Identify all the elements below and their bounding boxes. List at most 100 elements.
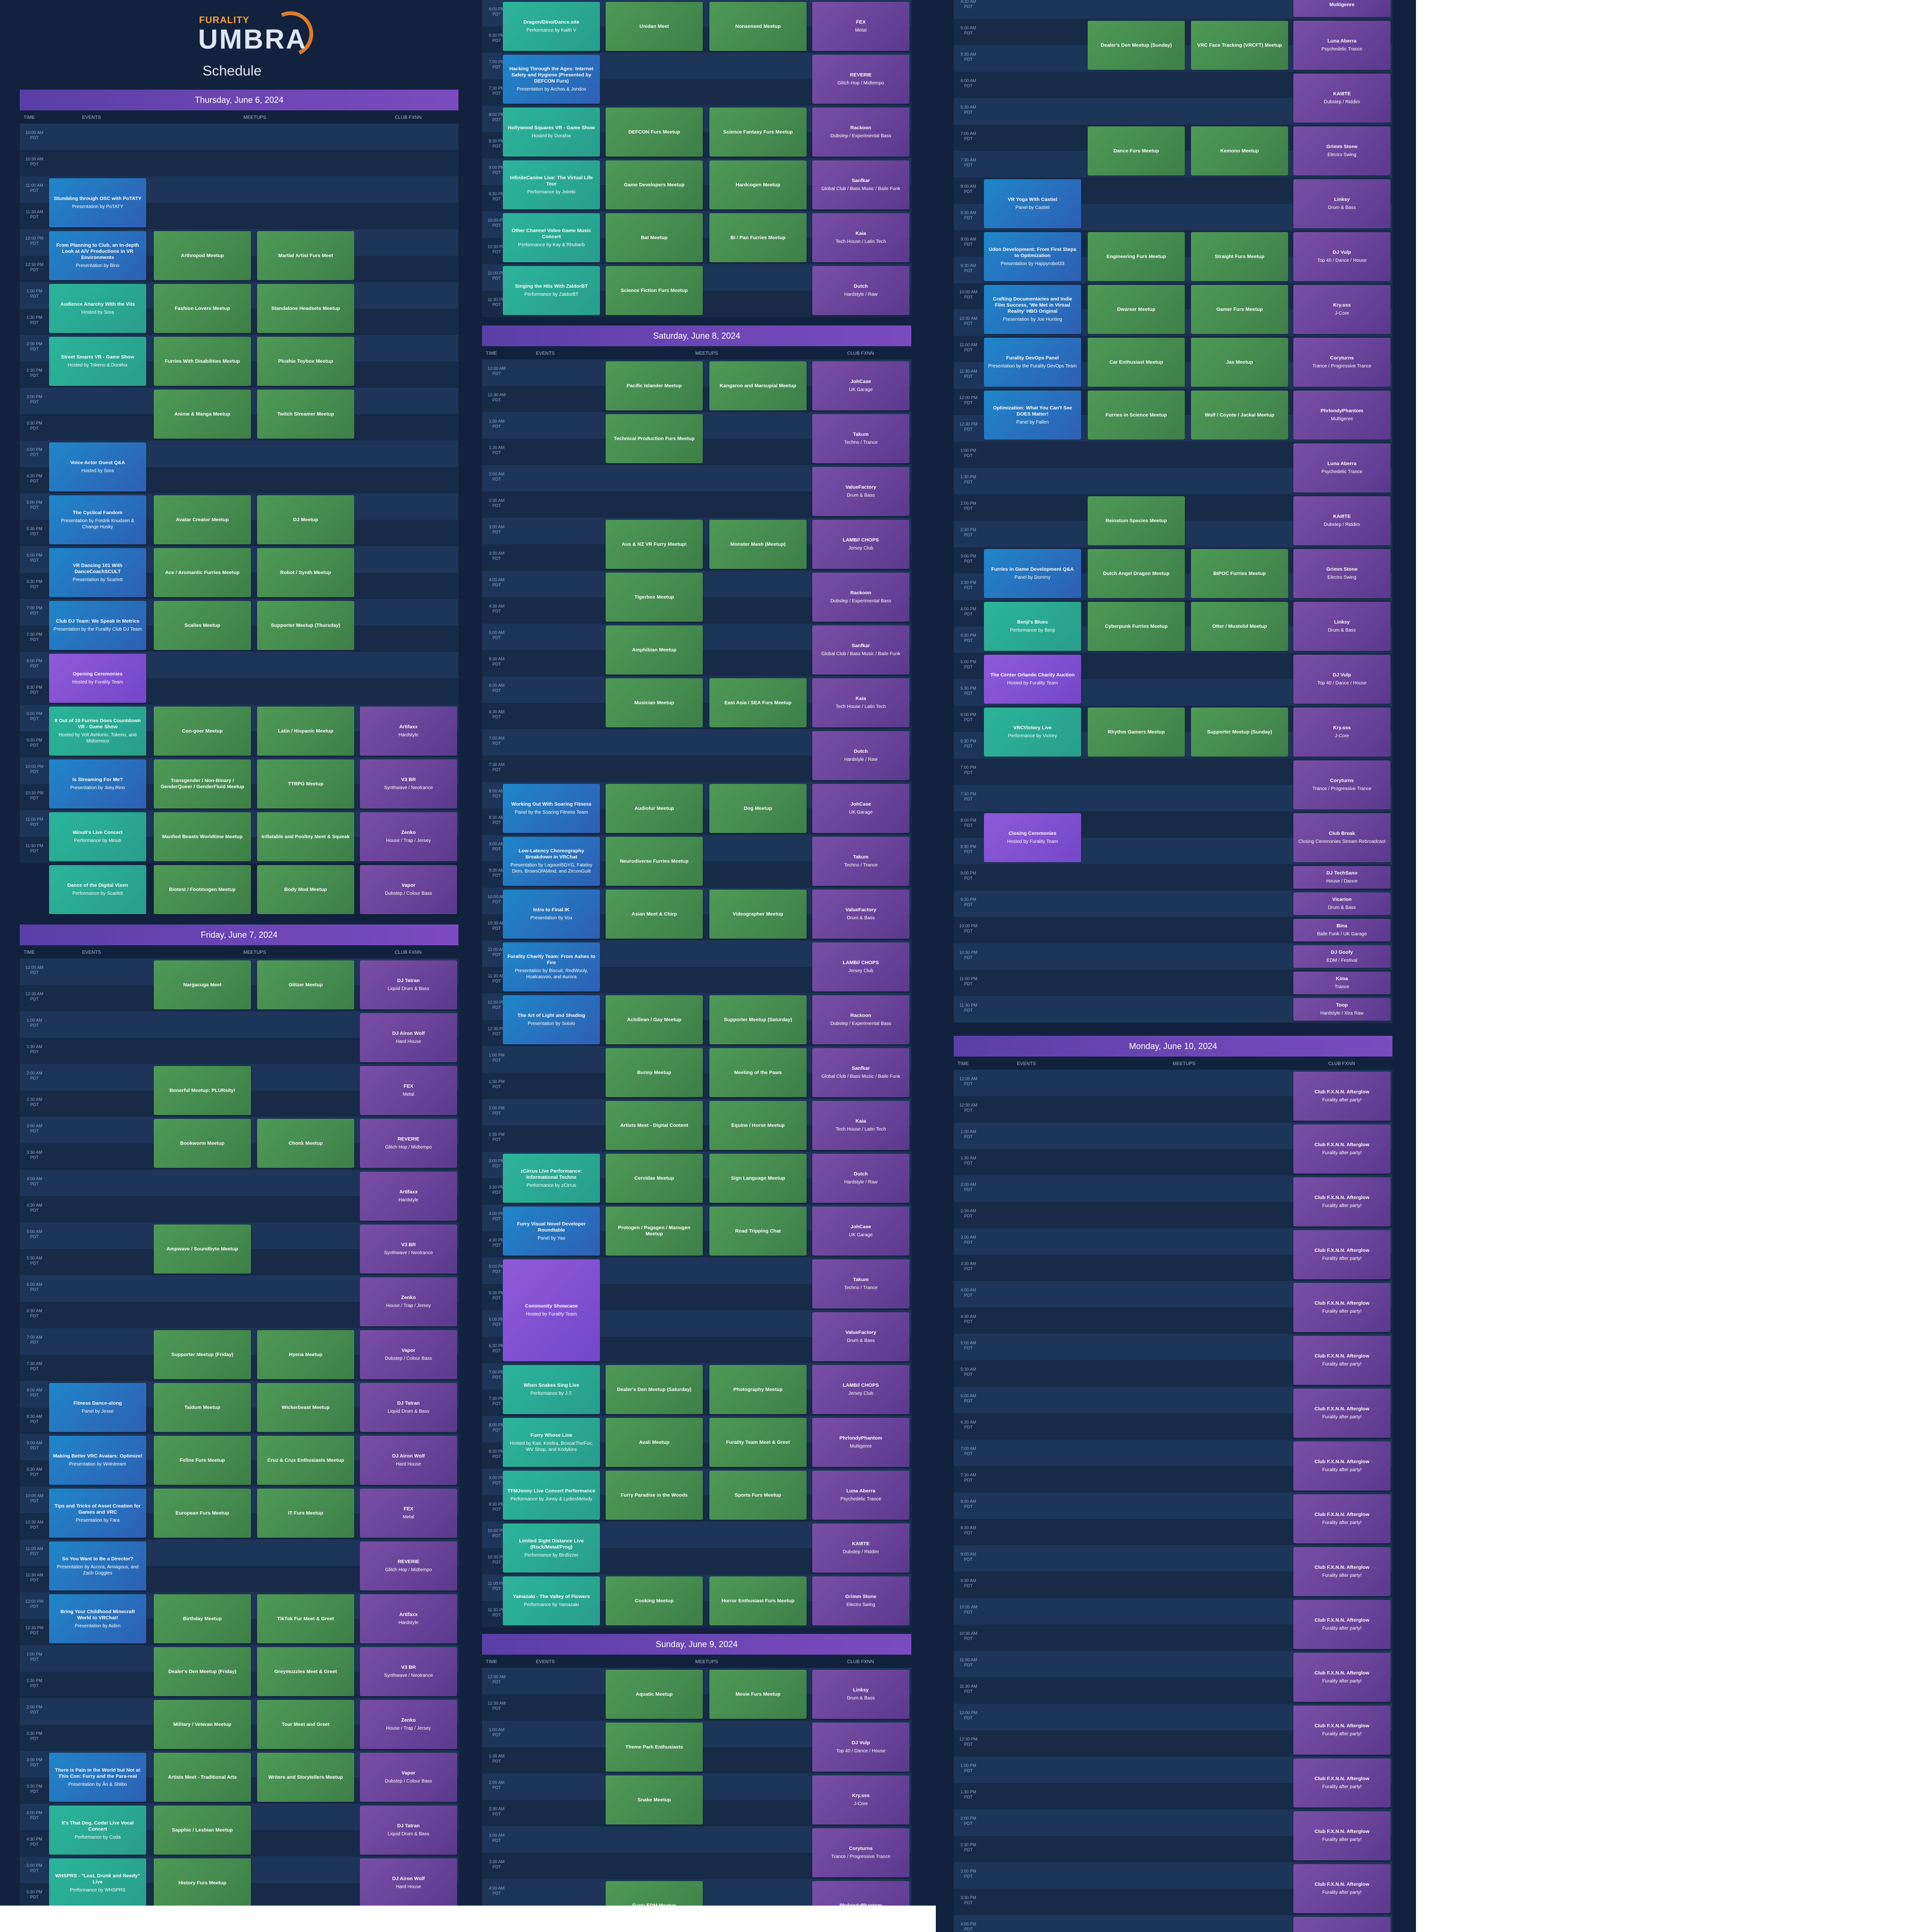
meetup-card[interactable]: TTRPG Meetup: [257, 759, 354, 808]
club-set-card[interactable]: DJ Airon Wolf Hard House: [360, 1858, 457, 1906]
club-set-card[interactable]: DJ Vulp Top 40 / Dance / House: [1293, 232, 1391, 281]
club-set-card[interactable]: ValueFactory Drum & Bass: [812, 890, 909, 939]
club-set-card[interactable]: Luna Aberra Psychedelic Trance: [812, 1471, 909, 1520]
club-set-card[interactable]: REVERIE Glitch Hop / Midtempo: [812, 55, 909, 104]
event-card[interactable]: Hollywood Squares VR - Game Show Hosted b…: [503, 108, 600, 157]
event-card[interactable]: zCirrus Live Performance: Informational …: [503, 1154, 600, 1203]
meetup-card[interactable]: Otter / Mustelid Meetup: [1191, 602, 1288, 651]
meetup-card[interactable]: Theme Park Enthusiasts: [606, 1723, 703, 1772]
event-card[interactable]: WHSPRS - "Lost, Drunk and Needy" Live Per…: [49, 1858, 146, 1906]
club-set-card[interactable]: KAI8TE Dubstep / Riddim: [1293, 496, 1391, 545]
club-set-card[interactable]: Grimm Stone Electro Swing: [812, 1576, 909, 1625]
meetup-card[interactable]: Dwarser Meetup: [1088, 285, 1185, 334]
event-card[interactable]: Audience Anarchy With the Vits Hosted by …: [49, 284, 146, 333]
club-set-card[interactable]: Toop Hardstyle / Xtra Raw: [1293, 998, 1391, 1021]
club-set-card[interactable]: Artifaxx Hardstyle: [360, 707, 457, 756]
meetup-card[interactable]: Achillean / Gay Meetup: [606, 995, 703, 1044]
meetup-card[interactable]: Glitzer Meetup: [257, 960, 354, 1009]
meetup-card[interactable]: Aus & NZ VR Furry Meetup!: [606, 520, 703, 569]
club-set-card[interactable]: Kaia Tech House / Latin Tech: [812, 678, 909, 727]
meetup-card[interactable]: Biotest / Footmogen Meetup: [154, 865, 251, 914]
club-set-card[interactable]: Rackoon Dubstep / Experimental Bass: [812, 995, 909, 1044]
club-set-card[interactable]: DJ Tatran Liquid Drum & Bass: [360, 1383, 457, 1432]
club-set-card[interactable]: Luna Aberra Psychedelic Trance: [1293, 21, 1391, 70]
event-card[interactable]: Club DJ Team: We Speak In Metrics Present…: [49, 601, 146, 650]
meetup-card[interactable]: Ace / Aromantic Furries Meetup: [154, 548, 251, 597]
club-set-card[interactable]: FEX Metal: [360, 1489, 457, 1538]
meetup-card[interactable]: Bonerful Meetup: PLURsity!: [154, 1066, 251, 1115]
meetup-card[interactable]: Con-goer Meetup: [154, 707, 251, 756]
meetup-card[interactable]: Amphibian Meetup: [606, 625, 703, 675]
club-set-card[interactable]: Linksy Drum & Bass: [1293, 179, 1391, 228]
meetup-card[interactable]: Dealer's Den Meetup (Sunday): [1088, 21, 1185, 70]
club-set-card[interactable]: JohCase UK Garage: [812, 1207, 909, 1256]
meetup-card[interactable]: Neurodiverse Furries Meetup: [606, 837, 703, 886]
club-set-card[interactable]: FEX Metal: [360, 1066, 457, 1115]
meetup-card[interactable]: Dutch Angel Dragon Meetup: [1088, 549, 1185, 598]
meetup-card[interactable]: Sapphic / Lesbian Meetup: [154, 1806, 251, 1855]
event-card[interactable]: Making Better VRC Avatars: Optimize! Pres…: [49, 1436, 146, 1485]
meetup-card[interactable]: Furries in Science Meetup: [1088, 391, 1185, 440]
club-set-card[interactable]: DJ Goofy EDM / Festival: [1293, 945, 1391, 968]
meetup-card[interactable]: Body Mod Meetup: [257, 865, 354, 914]
meetup-card[interactable]: Anime & Manga Meetup: [154, 390, 251, 439]
event-card[interactable]: It's That Dog, Coda! Live Vocal Concert P…: [49, 1806, 146, 1855]
club-set-card[interactable]: Sanfkar Global Club / Bass Music / Baile …: [812, 1048, 909, 1097]
meetup-card[interactable]: Nonsensed Meetup: [709, 2, 807, 51]
event-card[interactable]: Hacking Through the Ages: Internet Safet…: [503, 55, 600, 104]
meetup-card[interactable]: Standalone Headsets Meetup: [257, 284, 354, 333]
meetup-card[interactable]: Bi / Pan Furries Meetup: [709, 213, 807, 262]
club-set-card[interactable]: Linksy Drum & Bass: [1293, 602, 1391, 651]
club-set-card[interactable]: Zenko House / Trap / Jersey: [360, 812, 457, 861]
club-set-card[interactable]: Takum Techno / Trance: [812, 837, 909, 886]
meetup-card[interactable]: Chonk Meetup: [257, 1119, 354, 1168]
event-card[interactable]: Street Smarts VR - Game Show Hosted by To…: [49, 337, 146, 386]
meetup-card[interactable]: Hyena Meetup: [257, 1330, 354, 1379]
meetup-card[interactable]: Military / Veteran Meetup: [154, 1700, 251, 1749]
club-set-card[interactable]: Vapor Dubstep / Colour Bass: [360, 1330, 457, 1379]
event-card[interactable]: Singing the Hits With ZaldorBT Performanc…: [503, 266, 600, 315]
meetup-card[interactable]: Movie Furs Meetup: [709, 1670, 807, 1719]
meetup-card[interactable]: Hardcogen Meetup: [709, 160, 807, 209]
meetup-card[interactable]: History Furs Meetup: [154, 1858, 251, 1906]
meetup-card[interactable]: IT Furs Meetup: [257, 1489, 354, 1538]
event-card[interactable]: Low-Latency Choreography Breakdown in VR…: [503, 837, 600, 886]
meetup-card[interactable]: Kangaroo and Marsupial Meetup: [709, 361, 807, 410]
event-card[interactable]: VR Dancing 101 With DanceCoachSCULT Prese…: [49, 548, 146, 597]
event-card[interactable]: Opening Ceremonies Hosted by Furality Tea…: [49, 654, 146, 703]
club-set-card[interactable]: Kry.sss J-Core: [812, 1775, 909, 1824]
meetup-card[interactable]: Gamer Furs Meetup: [1191, 285, 1288, 334]
event-card[interactable]: Tips and Tricks of Asset Creation for Ga…: [49, 1489, 146, 1538]
meetup-card[interactable]: Technical Production Furs Meetup: [606, 414, 703, 463]
club-set-card[interactable]: DJ Tatran Liquid Drum & Bass: [360, 960, 457, 1009]
meetup-card[interactable]: Game Developers Meetup: [606, 160, 703, 209]
meetup-card[interactable]: Musician Meetup: [606, 678, 703, 727]
club-set-card[interactable]: PhrlondyPhantom Multigenre: [812, 1418, 909, 1467]
club-set-card[interactable]: Dutch Hardstyle / Raw: [812, 1154, 909, 1203]
club-set-card[interactable]: Kaia Tech House / Latin Tech: [812, 213, 909, 262]
meetup-card[interactable]: Birthday Meetup: [154, 1594, 251, 1643]
club-set-card[interactable]: Dutch Hardstyle / Raw: [812, 266, 909, 315]
meetup-card[interactable]: Arthropod Meetup: [154, 231, 251, 280]
event-card[interactable]: Voice Actor Guest Q&A Hosted by Sora: [49, 442, 146, 491]
event-card[interactable]: VR Yoga With Castiel Panel by Castiel: [984, 179, 1081, 228]
meetup-card[interactable]: Equine / Horse Meetup: [709, 1101, 807, 1150]
event-card[interactable]: VRCVictory Live Performance by Victory: [984, 708, 1081, 757]
meetup-card[interactable]: Monster Mash (Meetup): [709, 520, 807, 569]
club-set-card[interactable]: LAMB// CHOPS Jersey Club: [812, 942, 909, 991]
meetup-card[interactable]: Furry EDM Meetup: [606, 1881, 703, 1906]
meetup-card[interactable]: Tour Meet and Greet: [257, 1700, 354, 1749]
club-set-card[interactable]: Rackoon Dubstep / Experimental Bass: [812, 108, 909, 157]
event-card[interactable]: Optimization: What You Can't See DOES Ma…: [984, 391, 1081, 440]
event-card[interactable]: There is Pain in the World but Not at Th…: [49, 1753, 146, 1802]
club-set-card[interactable]: Takum Techno / Trance: [812, 1259, 909, 1308]
club-set-card[interactable]: Dutch Hardstyle / Raw: [812, 731, 909, 780]
club-set-card[interactable]: DJ Airon Wolf Hard House: [360, 1013, 457, 1062]
